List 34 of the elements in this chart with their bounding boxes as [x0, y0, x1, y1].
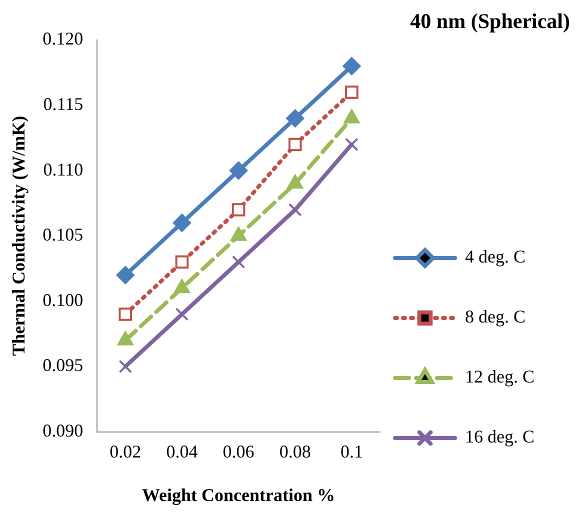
point: [118, 308, 132, 321]
y-tick-label: 0.095: [42, 355, 84, 376]
legend-label: 4 deg. C: [465, 246, 526, 267]
point: [172, 214, 191, 232]
point: [345, 86, 358, 99]
y-tick-label: 0.110: [43, 159, 84, 180]
point: [286, 109, 304, 128]
y-tick-label: 0.105: [42, 224, 84, 245]
point: [230, 162, 248, 180]
y-tick-label: 0.120: [42, 28, 84, 49]
y-axis-title: Thermal Conductivity (W/mK): [8, 116, 28, 356]
legend-label: 16 deg. C: [465, 426, 534, 447]
x-tick-label: 0.02: [110, 441, 142, 462]
x-axis-title: Weight Concentration %: [142, 484, 336, 505]
point: [342, 57, 361, 76]
point: [116, 266, 134, 284]
legend-label: 12 deg. C: [465, 366, 534, 387]
x-tick-label: 0.08: [279, 441, 311, 462]
x-tick-label: 0.1: [340, 441, 363, 462]
x-tick-label: 0.06: [222, 441, 254, 462]
y-tick-label: 0.090: [42, 420, 84, 441]
legend-label: 8 deg. C: [465, 306, 526, 327]
point: [288, 203, 302, 216]
point: [232, 255, 246, 269]
point: [175, 255, 189, 269]
point: [345, 138, 358, 152]
point: [232, 203, 246, 216]
y-tick-label: 0.115: [43, 94, 84, 114]
point: [175, 308, 189, 321]
y-tick-label: 0.100: [42, 290, 84, 310]
x-tick-label: 0.04: [166, 441, 198, 462]
text: 40 nm (Spherical): [410, 8, 570, 33]
point: [288, 138, 302, 152]
point: [118, 360, 132, 374]
